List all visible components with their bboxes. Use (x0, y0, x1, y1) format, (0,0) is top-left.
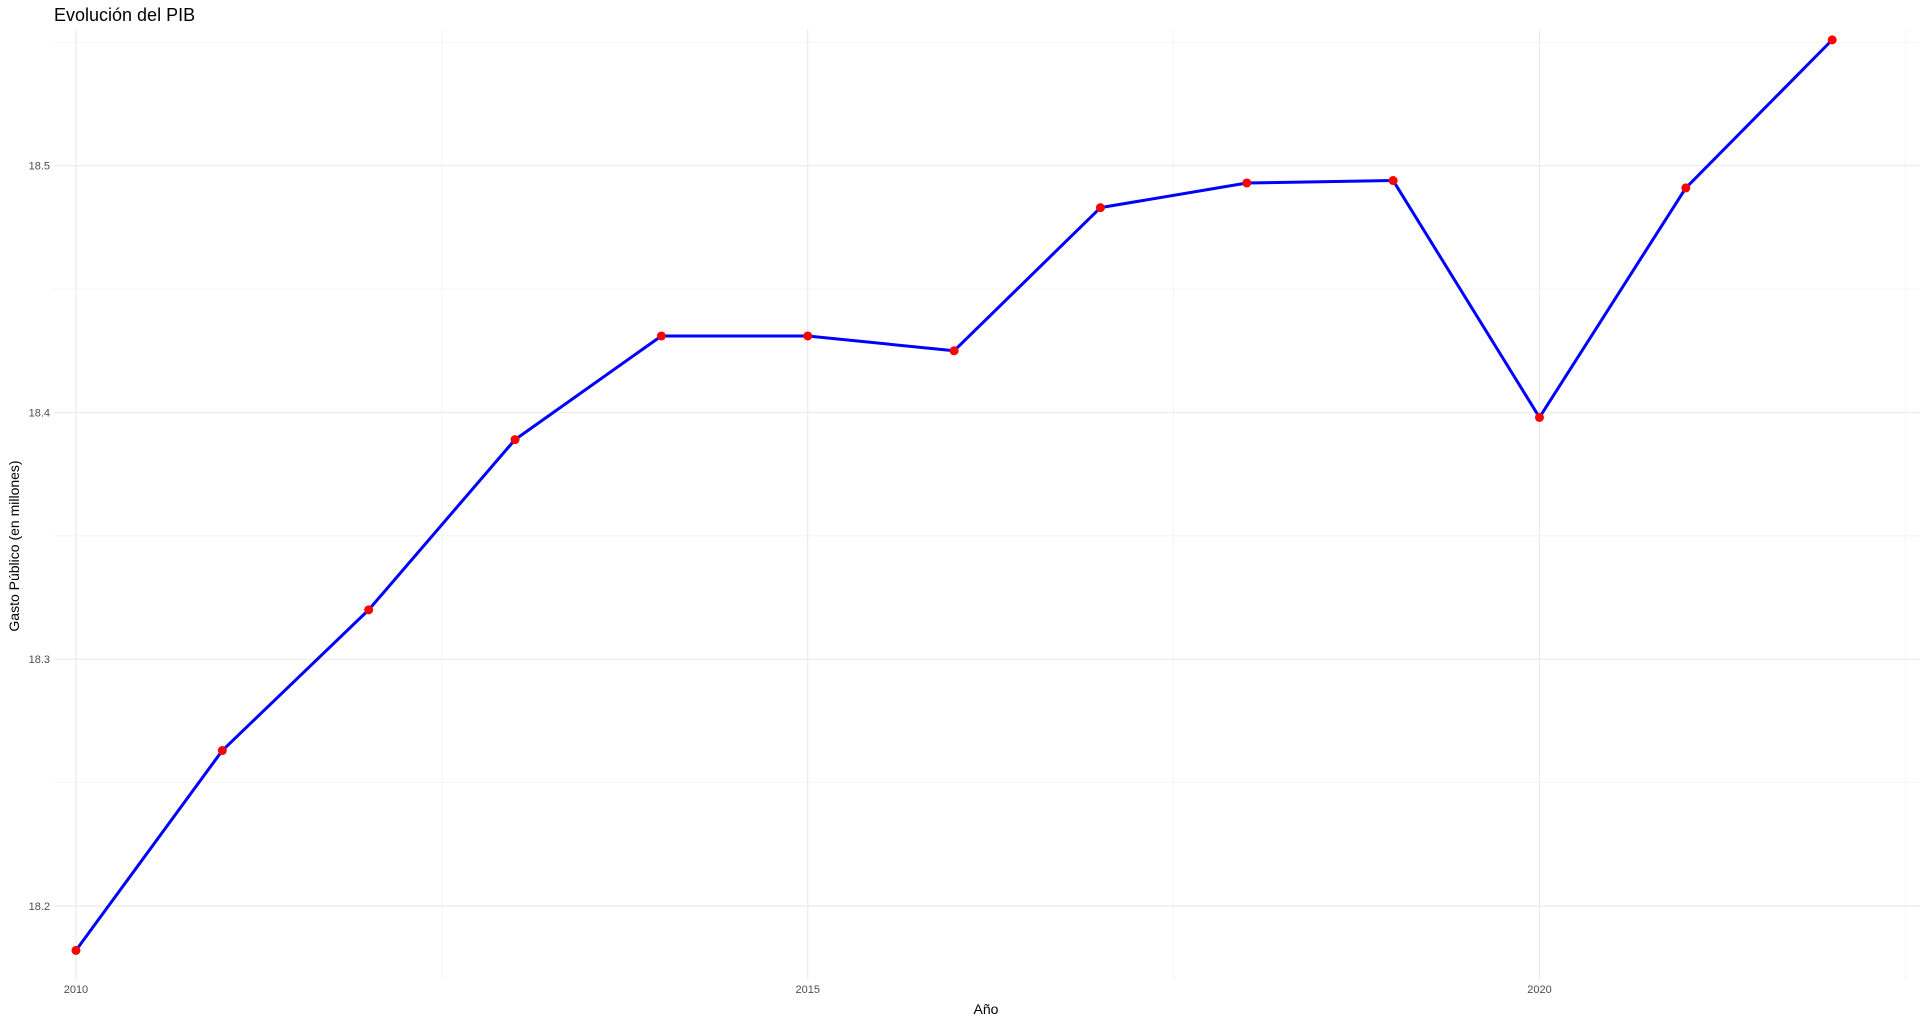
y-tick-label: 18.4 (29, 407, 50, 419)
data-point (364, 605, 374, 615)
data-point (510, 435, 520, 445)
x-axis-ticks: 2010 2015 2020 (64, 984, 1552, 996)
data-point (1242, 178, 1252, 188)
x-tick-label: 2010 (64, 984, 88, 996)
grid (54, 30, 1920, 980)
data-point (1681, 183, 1691, 193)
series-line (74, 38, 1834, 952)
data-point (71, 945, 81, 955)
data-point (217, 746, 227, 756)
data-point (1095, 203, 1105, 213)
y-axis-ticks: 18.2 18.3 18.4 18.5 (29, 161, 50, 913)
data-point (803, 331, 813, 341)
x-axis-title: Año (974, 1001, 999, 1017)
y-tick-label: 18.3 (29, 654, 50, 666)
chart-title: Evolución del PIB (54, 5, 195, 25)
y-tick-label: 18.2 (29, 901, 50, 913)
x-tick-label: 2015 (795, 984, 819, 996)
data-point (949, 346, 959, 356)
series (71, 35, 1837, 955)
data-point (1388, 176, 1398, 186)
data-point (1534, 412, 1544, 422)
y-axis-title: Gasto Público (en millones) (6, 460, 22, 631)
data-point (1827, 35, 1837, 45)
y-tick-label: 18.5 (29, 161, 50, 173)
data-point (656, 331, 666, 341)
x-tick-label: 2020 (1527, 984, 1551, 996)
